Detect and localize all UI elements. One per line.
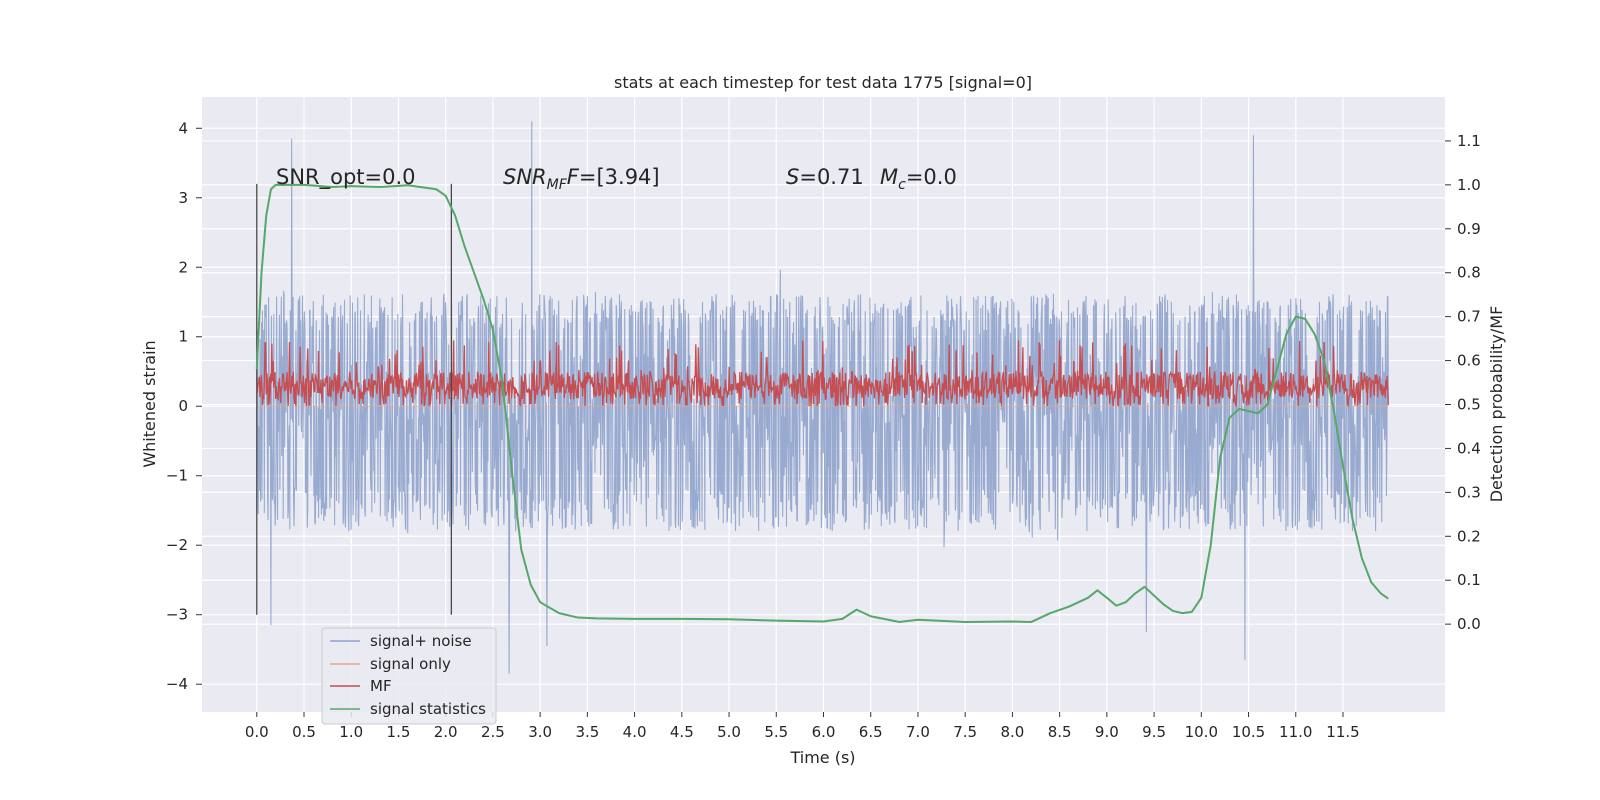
signal-noise-line	[256, 121, 1389, 674]
legend-label-mf: MF	[370, 677, 392, 695]
legend-label-signal-noise: signal+ noise	[370, 632, 472, 650]
y-left-tick-label: 2	[178, 258, 188, 276]
x-tick-label: 1.5	[387, 723, 411, 741]
annotation-snr-mf: SNRMFF=[3.94]	[503, 165, 660, 193]
x-tick-label: 9.5	[1142, 723, 1166, 741]
y-right-tick-label: 0.1	[1457, 571, 1481, 589]
y-right-tick-label: 0.5	[1457, 396, 1481, 414]
y-right-tick-label: 0.4	[1457, 439, 1481, 457]
x-tick-label: 8.0	[1000, 723, 1024, 741]
y-left-tick-label: −4	[166, 675, 188, 693]
legend-label-signal-statistics: signal statistics	[370, 700, 486, 718]
y-left-tick-label: 3	[178, 189, 188, 207]
y-right-tick-label: 0.9	[1457, 220, 1481, 238]
left-y-axis-ticks: 4 3 2 1 0 −1 −2 −3 −4	[166, 119, 202, 693]
x-tick-label: 10.5	[1232, 723, 1265, 741]
x-axis-ticks: 0.0 0.5 1.0 1.5 2.0 2.5 3.0 3.5 4.0 4.5 5.0 5.5 6.0 6…	[245, 712, 1360, 741]
vertical-markers	[256, 183, 453, 615]
annotation-s: S=0.71	[786, 165, 864, 189]
legend-label-signal-only: signal only	[370, 655, 451, 673]
left-y-axis-label: Whitened strain	[140, 340, 159, 467]
x-tick-label: 10.0	[1185, 723, 1218, 741]
x-tick-label: 7.0	[906, 723, 930, 741]
y-left-tick-label: −1	[166, 467, 188, 485]
y-right-tick-label: 0.8	[1457, 264, 1481, 282]
y-right-tick-label: 0.7	[1457, 308, 1481, 326]
x-tick-label: 8.5	[1048, 723, 1072, 741]
signal-noise-series	[256, 121, 1389, 674]
mf-series	[256, 340, 1389, 408]
legend: signal+ noise signal only MF signal stat…	[321, 627, 497, 725]
x-tick-label: 3.5	[575, 723, 599, 741]
x-tick-label: 7.5	[953, 723, 977, 741]
x-tick-label: 0.5	[292, 723, 316, 741]
x-tick-label: 3.0	[528, 723, 552, 741]
annotation-snr-opt: SNR_opt=0.0	[276, 165, 416, 190]
y-right-tick-label: 1.0	[1457, 176, 1481, 194]
y-left-tick-label: −3	[166, 606, 188, 624]
mf-line	[256, 340, 1389, 408]
y-right-tick-label: 0.6	[1457, 352, 1481, 370]
x-tick-label: 11.0	[1279, 723, 1312, 741]
x-tick-label: 11.5	[1326, 723, 1359, 741]
y-left-tick-label: −2	[166, 536, 188, 554]
y-right-tick-label: 0.0	[1457, 615, 1481, 633]
x-tick-label: 1.0	[339, 723, 363, 741]
x-axis-label: Time (s)	[789, 748, 855, 767]
annotation-mc: Mc=0.0	[880, 165, 957, 193]
legend-box	[321, 627, 497, 725]
signal-statistics-line	[255, 183, 1389, 623]
signal-statistics-series	[255, 183, 1389, 623]
right-y-axis-label: Detection probability/MF	[1487, 306, 1506, 503]
y-left-tick-label: 1	[178, 328, 188, 346]
x-tick-label: 4.0	[623, 723, 647, 741]
y-right-tick-label: 0.3	[1457, 483, 1481, 501]
x-tick-label: 4.5	[670, 723, 694, 741]
x-tick-label: 6.5	[859, 723, 883, 741]
right-y-axis-ticks: 1.1 1.0 0.9 0.8 0.7 0.6 0.5 0.4 0.3 0.2 0.1 0.0	[1445, 132, 1481, 633]
y-left-tick-label: 0	[178, 397, 188, 415]
y-left-tick-label: 4	[178, 119, 188, 137]
x-tick-label: 2.5	[481, 723, 505, 741]
x-tick-label: 9.0	[1095, 723, 1119, 741]
chart-title: stats at each timestep for test data 177…	[614, 73, 1032, 92]
y-right-tick-label: 1.1	[1457, 132, 1481, 150]
x-tick-label: 0.0	[245, 723, 269, 741]
x-tick-label: 5.5	[764, 723, 788, 741]
y-right-tick-label: 0.2	[1457, 527, 1481, 545]
x-tick-label: 5.0	[717, 723, 741, 741]
x-tick-label: 2.0	[434, 723, 458, 741]
x-tick-label: 6.0	[812, 723, 836, 741]
